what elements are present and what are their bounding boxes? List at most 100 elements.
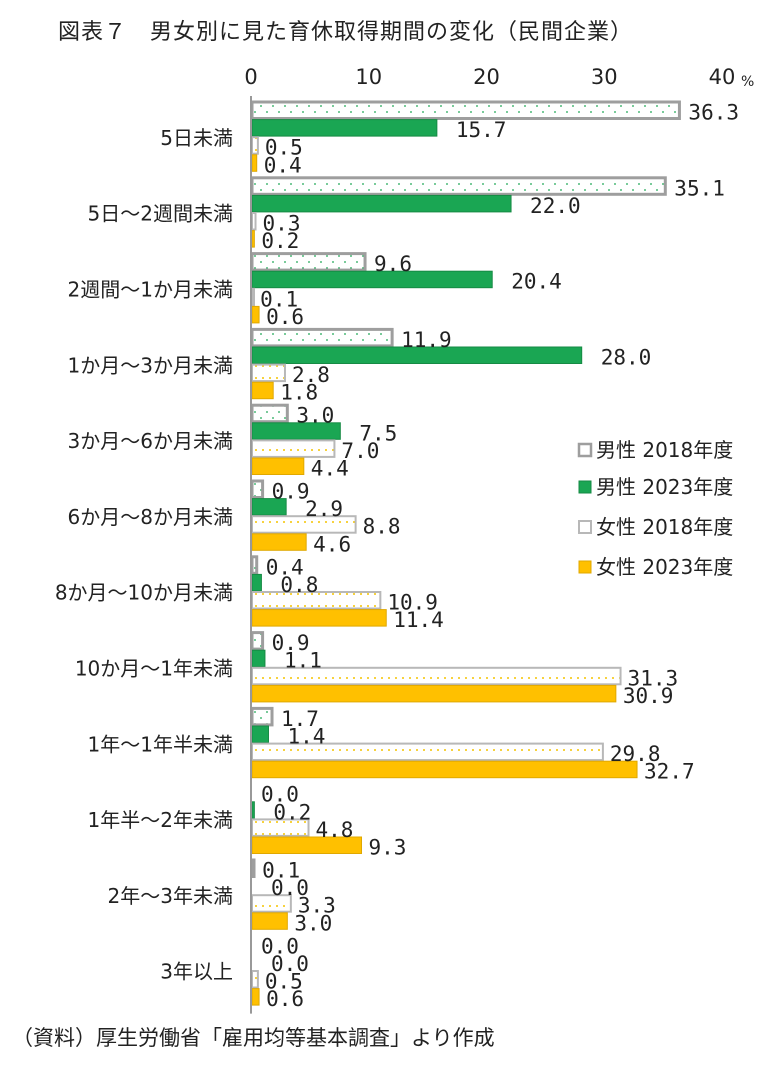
value-label: 0.0: [271, 876, 309, 900]
bar-female_2023: [251, 305, 260, 324]
value-label: 0.2: [261, 229, 299, 253]
bar-male_2023: [251, 801, 255, 819]
value-label: 0.9: [272, 631, 310, 655]
legend-label: 女性 2023年度: [596, 555, 733, 579]
value-label: 4.8: [316, 818, 354, 842]
bar-female_2023: [251, 988, 260, 1006]
value-label: 0.3: [263, 212, 301, 236]
value-label: 4.6: [313, 532, 351, 556]
value-label: 3.3: [298, 894, 336, 918]
bar-female_2023: [251, 381, 274, 400]
x-tick-label: 10: [355, 65, 382, 89]
bar-male_2023: [251, 725, 269, 743]
value-label: 1.8: [280, 381, 318, 405]
source-note: （資料）厚生労働省「雇用均等基本調査」より作成: [12, 1026, 495, 1050]
bar-female_2018: [251, 136, 259, 155]
bar-female_2023: [251, 912, 288, 930]
legend-label: 女性 2018年度: [596, 515, 733, 539]
bar-female_2023: [251, 609, 387, 627]
bar-female_2018: [251, 439, 336, 458]
value-label: 0.5: [265, 136, 303, 160]
legend-label: 男性 2018年度: [596, 438, 733, 462]
value-label: 0.1: [260, 287, 298, 311]
category-label: 2週間～1か月未満: [68, 278, 233, 302]
value-label: 0.8: [280, 573, 318, 597]
value-label: 2.8: [292, 363, 330, 387]
bar-female_2023: [251, 230, 255, 248]
legend-label: 男性 2023年度: [596, 475, 733, 499]
value-label: 36.3: [688, 101, 739, 125]
value-label: 11.9: [401, 328, 452, 352]
value-label: 28.0: [601, 346, 652, 370]
bar-male_2023: [251, 573, 262, 592]
bar-female_2023: [251, 457, 305, 475]
category-label: 5日未満: [160, 126, 233, 150]
legend-swatch: [577, 442, 593, 458]
bar-female_2023: [251, 684, 617, 703]
value-label: 3.0: [296, 404, 334, 428]
value-label: 0.0: [261, 783, 299, 807]
value-label: 1.1: [284, 649, 322, 673]
bar-male_2023: [251, 194, 512, 213]
value-label: 0.5: [265, 970, 303, 994]
bar-male_2018: [250, 479, 265, 499]
bar-female_2023: [251, 533, 307, 551]
category-label: 1年～1年半未満: [88, 732, 233, 756]
chart-title: 図表７ 男女別に見た育休取得期間の変化（民間企業）: [58, 20, 634, 45]
bar-male_2018: [250, 631, 265, 651]
category-labels: 5日未満 5日～2週間未満 2週間～1か月未満 1か月～3か月未満 3か月～6か月未満 6…: [55, 126, 233, 984]
value-label: 2.9: [305, 497, 343, 521]
value-label: 0.0: [271, 952, 309, 976]
bar-male_2018: [250, 858, 256, 878]
value-label: 0.6: [266, 987, 304, 1011]
bar-male_2018: [250, 327, 394, 348]
bar-male_2018: [250, 403, 289, 424]
value-label: 0.4: [266, 555, 304, 579]
value-labels: 36.335.19.611.93.00.90.40.91.70.00.10.01…: [260, 101, 739, 1012]
value-label: 4.4: [311, 457, 349, 481]
value-label: 32.7: [644, 760, 695, 784]
bar-male_2023: [251, 649, 266, 668]
category-label: 3か月～6か月未満: [68, 429, 233, 453]
value-label: 3.0: [294, 911, 332, 935]
category-label: 10か月～1年未満: [75, 657, 233, 681]
x-tick-label: 0: [244, 65, 257, 89]
legend-swatch: [578, 520, 592, 534]
bar-female_2018: [251, 363, 286, 383]
legend-swatch: [578, 560, 592, 574]
value-label: 0.9: [272, 480, 310, 504]
bar-male_2018: [250, 706, 274, 727]
value-label: 7.0: [341, 439, 379, 463]
value-label: 0.2: [273, 800, 311, 824]
category-label: 1か月～3か月未満: [68, 353, 233, 377]
category-label: 1年半～2年未満: [88, 808, 233, 832]
value-label: 0.1: [262, 859, 300, 883]
bar-male_2023: [251, 270, 493, 289]
value-label: 30.9: [623, 684, 674, 708]
value-label: 9.3: [369, 836, 407, 860]
category-label: 6か月～8か月未満: [68, 505, 233, 529]
value-label: 11.4: [393, 608, 444, 632]
x-tick-label: 20: [473, 65, 500, 89]
bar-male_2018: [250, 252, 367, 272]
category-label: 8か月～10か月未満: [55, 581, 233, 605]
x-axis-ticks: 0 10 20 30 40%: [244, 65, 754, 90]
value-label: 15.7: [456, 118, 507, 142]
x-tick-label: 30: [591, 65, 618, 89]
value-label: 1.7: [281, 707, 319, 731]
value-label: 9.6: [374, 252, 412, 276]
legend-swatch: [578, 480, 592, 494]
bar-female_2023: [251, 154, 258, 172]
bars: [250, 100, 681, 1006]
value-label: 7.5: [359, 421, 397, 445]
value-label: 31.3: [628, 666, 679, 690]
value-label: 0.0: [261, 934, 299, 958]
value-label: 35.1: [674, 176, 725, 200]
value-label: 10.9: [387, 591, 438, 615]
bar-female_2018: [251, 212, 257, 231]
value-label: 8.8: [363, 515, 401, 539]
value-label: 0.6: [266, 305, 304, 329]
category-label: 5日～2週間未満: [88, 202, 233, 226]
